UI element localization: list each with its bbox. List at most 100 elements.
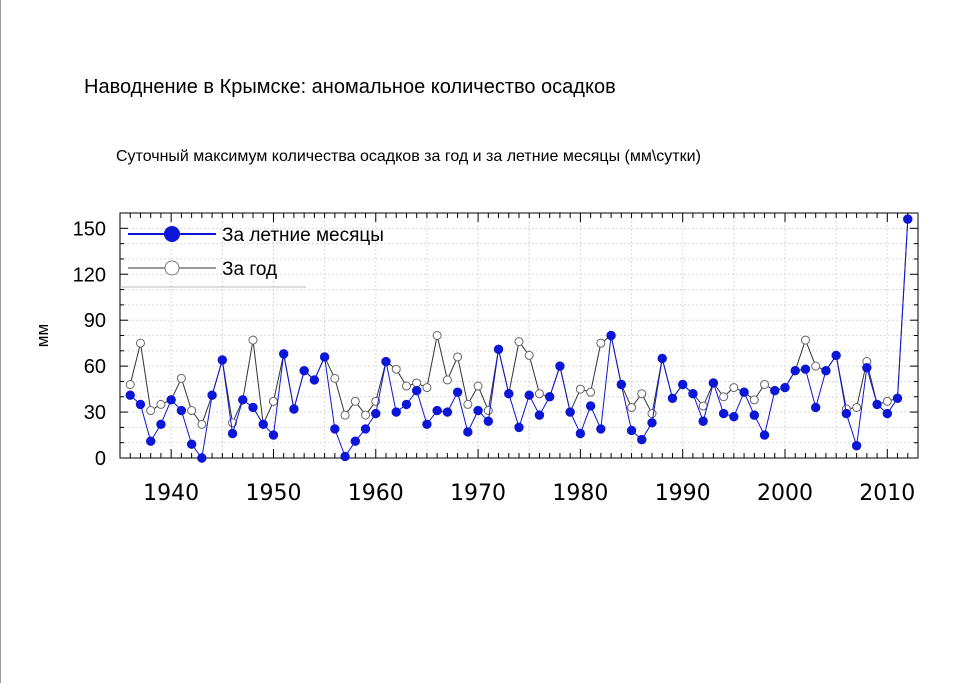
data-point [903, 214, 913, 224]
data-point [340, 410, 350, 420]
x-tick-label: 1960 [348, 481, 404, 506]
data-point [197, 419, 207, 429]
data-point [493, 344, 504, 354]
legend: За летние месяцы За год [120, 225, 384, 288]
data-point [442, 407, 453, 417]
data-point [688, 388, 698, 399]
data-point [800, 364, 811, 374]
data-point [882, 408, 893, 419]
data-point [749, 395, 759, 405]
data-point [544, 392, 555, 402]
data-point [504, 388, 514, 399]
grid [120, 212, 918, 459]
data-point [647, 409, 657, 419]
data-point [412, 378, 422, 388]
data-point [586, 387, 596, 397]
data-point [463, 427, 473, 437]
data-point [422, 419, 432, 430]
x-tick-label: 1980 [552, 481, 608, 506]
data-point [852, 402, 862, 412]
data-point [442, 375, 452, 385]
data-point [851, 441, 862, 451]
x-tick-label: 1950 [245, 481, 301, 506]
data-point [248, 335, 258, 345]
data-point [729, 383, 739, 393]
data-point [739, 387, 749, 397]
data-point [319, 352, 330, 362]
plot-frame [119, 212, 919, 459]
legend-marker [164, 260, 180, 276]
data-point [483, 416, 494, 426]
data-point [790, 366, 800, 376]
data-point [125, 390, 135, 400]
data-point [391, 407, 401, 417]
data-point [350, 396, 360, 406]
data-point [473, 405, 483, 416]
data-point [616, 379, 627, 390]
data-point [800, 335, 810, 345]
data-point [760, 380, 770, 389]
data-point [575, 384, 585, 394]
data-point [125, 380, 135, 389]
data-point [186, 439, 197, 449]
legend-label: За год [222, 259, 277, 280]
data-point [647, 418, 657, 428]
data-point [411, 385, 422, 396]
data-point [596, 338, 606, 348]
data-point [882, 396, 892, 406]
data-point [463, 399, 473, 409]
data-point [575, 428, 586, 439]
legend-item: За год [128, 259, 277, 280]
data-point [534, 410, 545, 420]
data-point [401, 399, 412, 410]
data-point [146, 406, 156, 416]
data-point [555, 361, 565, 371]
data-point [749, 410, 760, 420]
data-point [422, 383, 432, 393]
data-point [677, 379, 688, 390]
data-point [350, 436, 361, 446]
data-point [862, 362, 872, 373]
page-left-border [0, 0, 1, 683]
data-point [698, 401, 708, 411]
data-point [135, 399, 146, 410]
data-point [381, 356, 391, 367]
data-point [759, 430, 770, 440]
data-point [176, 373, 186, 383]
data-point [360, 424, 371, 434]
data-point [483, 406, 493, 416]
data-point [207, 390, 217, 400]
data-point [637, 389, 647, 399]
data-point [473, 381, 483, 391]
data-point [227, 428, 238, 439]
data-point [514, 337, 524, 347]
data-point [187, 406, 197, 416]
data-point [330, 373, 340, 383]
data-point [156, 399, 166, 409]
data-point [452, 387, 463, 397]
data-point [514, 422, 524, 433]
y-tick-label: 120 [73, 264, 106, 286]
data-point [289, 404, 299, 414]
legend-label: За летние месяцы [222, 225, 384, 246]
y-tick-label: 30 [84, 402, 106, 424]
data-point [534, 389, 544, 399]
data-point [872, 399, 882, 410]
data-point [166, 395, 176, 405]
data-point [401, 381, 411, 391]
x-tick-label: 1990 [655, 481, 711, 506]
page-title: Наводнение в Крымске: аномальное количес… [84, 76, 616, 98]
data-point [391, 364, 401, 374]
data-point [708, 378, 719, 388]
data-point [299, 366, 309, 376]
data-point [156, 419, 166, 430]
legend-item: За летние месяцы [128, 225, 384, 246]
data-point [217, 355, 228, 365]
y-tick-label: 0 [95, 448, 106, 470]
y-tick-label: 60 [84, 356, 106, 378]
x-tick-label: 2010 [859, 481, 915, 506]
data-point [596, 424, 606, 434]
data-point [145, 436, 156, 446]
data-point [432, 405, 442, 416]
x-tick-label: 1940 [143, 481, 199, 506]
